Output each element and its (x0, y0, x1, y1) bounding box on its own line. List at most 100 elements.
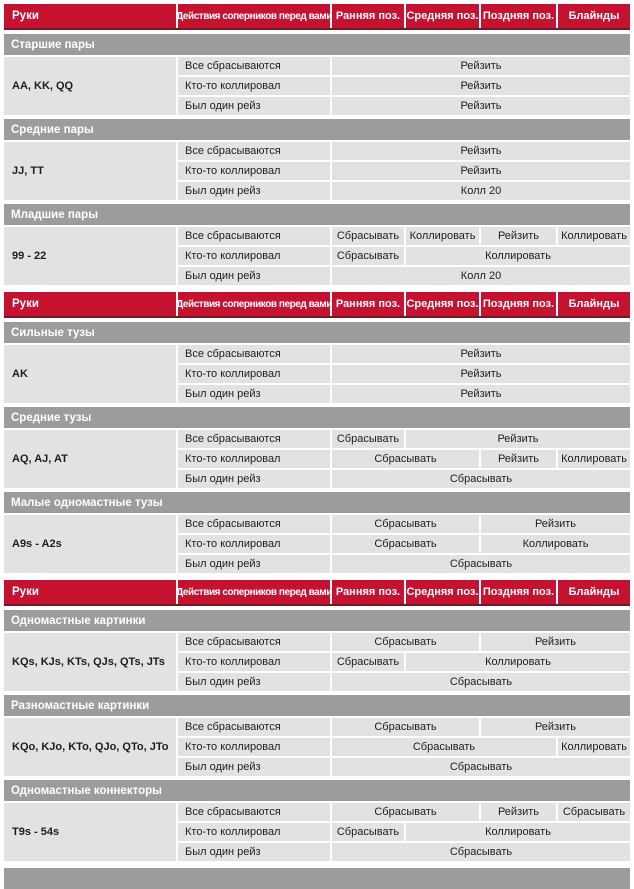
column-header-3: Ранняя поз. (332, 292, 404, 316)
recommended-action-cell: Рейзить (481, 227, 556, 245)
column-header-4: Средняя поз. (406, 292, 479, 316)
range-table-1: Руки Действия соперников перед вами Ранняя… (4, 4, 630, 285)
opponent-action-cell: Был один рейз (178, 385, 330, 403)
recommended-action-cell: Сбрасывать (332, 673, 630, 691)
opponent-action-cell: Был один рейз (178, 97, 330, 115)
column-header-row: Руки Действия соперников перед вами Ранняя… (4, 292, 630, 318)
opponent-action-cell: Был один рейз (178, 843, 330, 861)
column-header-6: Блайнды (558, 292, 630, 316)
recommended-action-cell: Рейзить (481, 633, 630, 651)
section-header: Разномастные картинки (4, 695, 630, 716)
section-body: AA, KK, QQ Все сбрасываются Рейзить Кто-то … (4, 57, 630, 115)
recommended-action-cell: Сбрасывать (332, 653, 404, 671)
section-body: 99 - 22 Все сбрасываются Сбрасывать Коллиро… (4, 227, 630, 285)
opponent-action-cell: Все сбрасываются (178, 142, 330, 160)
opponent-action-cell: Кто-то коллировал (178, 247, 330, 265)
recommended-action-cell: Рейзить (481, 718, 630, 736)
recommended-action-cell: Коллировать (406, 823, 630, 841)
column-header-1: Руки (4, 580, 176, 604)
recommended-action-cell: Коллировать (481, 535, 630, 553)
opponent-action-cell: Был один рейз (178, 470, 330, 488)
recommended-action-cell: Коллировать (406, 227, 479, 245)
opponent-action-cell: Кто-то коллировал (178, 365, 330, 383)
recommended-action-cell: Коллировать (406, 247, 630, 265)
section-header: Малые одномастные тузы (4, 492, 630, 513)
opponent-action-cell: Кто-то коллировал (178, 535, 330, 553)
recommended-action-cell: Колл 20 (332, 267, 630, 285)
opponent-action-cell: Был один рейз (178, 182, 330, 200)
opponent-action-cell: Кто-то коллировал (178, 823, 330, 841)
hand-group-label: T9s - 54s (4, 803, 176, 861)
section-header: Одномастные картинки (4, 610, 630, 631)
column-header-1: Руки (4, 292, 176, 316)
recommended-action-cell: Сбрасывать (332, 633, 479, 651)
recommended-action-cell: Коллировать (558, 227, 630, 245)
column-header-5: Поздняя поз. (481, 4, 556, 28)
recommended-action-cell: Сбрасывать (332, 823, 404, 841)
recommended-action-cell: Сбрасывать (332, 803, 479, 821)
recommended-action-cell: Сбрасывать (558, 803, 630, 821)
cutoff-section-header (4, 868, 630, 889)
column-header-row: Руки Действия соперников перед вами Ранняя… (4, 4, 630, 30)
recommended-action-cell: Рейзить (406, 430, 630, 448)
recommended-action-cell: Сбрасывать (332, 470, 630, 488)
section-body: A9s - A2s Все сбрасываются Сбрасывать Рейзи… (4, 515, 630, 573)
recommended-action-cell: Сбрасывать (332, 515, 479, 533)
opponent-action-cell: Кто-то коллировал (178, 738, 330, 756)
section-body: JJ, TT Все сбрасываются Рейзить Кто-то колл… (4, 142, 630, 200)
section-body: KQo, KJo, KTo, QJo, QTo, JTo Все сбрасыва… (4, 718, 630, 776)
recommended-action-cell: Рейзить (332, 345, 630, 363)
opponent-action-cell: Был один рейз (178, 267, 330, 285)
opponent-action-cell: Все сбрасываются (178, 227, 330, 245)
hand-group-label: JJ, TT (4, 142, 176, 200)
opponent-action-cell: Был один рейз (178, 555, 330, 573)
recommended-action-cell: Сбрасывать (332, 738, 556, 756)
opponent-action-cell: Все сбрасываются (178, 345, 330, 363)
recommended-action-cell: Рейзить (481, 515, 630, 533)
range-table-3: Руки Действия соперников перед вами Ранняя… (4, 580, 630, 861)
opponent-action-cell: Все сбрасываются (178, 57, 330, 75)
opponent-action-cell: Кто-то коллировал (178, 77, 330, 95)
opponent-action-cell: Был один рейз (178, 758, 330, 776)
hand-group-label: KQo, KJo, KTo, QJo, QTo, JTo (4, 718, 176, 776)
recommended-action-cell: Сбрасывать (332, 843, 630, 861)
opponent-action-cell: Кто-то коллировал (178, 653, 330, 671)
opponent-action-cell: Все сбрасываются (178, 803, 330, 821)
recommended-action-cell: Рейзить (332, 385, 630, 403)
column-header-2: Действия соперников перед вами (178, 4, 330, 28)
recommended-action-cell: Коллировать (558, 450, 630, 468)
recommended-action-cell: Сбрасывать (332, 430, 404, 448)
opponent-action-cell: Кто-то коллировал (178, 162, 330, 180)
hand-group-label: AA, KK, QQ (4, 57, 176, 115)
recommended-action-cell: Рейзить (332, 365, 630, 383)
section-header: Средние тузы (4, 407, 630, 428)
opponent-action-cell: Все сбрасываются (178, 718, 330, 736)
column-header-1: Руки (4, 4, 176, 28)
section-body: KQs, KJs, KTs, QJs, QTs, JTs Все сбрасыва… (4, 633, 630, 691)
hand-group-label: KQs, KJs, KTs, QJs, QTs, JTs (4, 633, 176, 691)
recommended-action-cell: Рейзить (332, 142, 630, 160)
column-header-2: Действия соперников перед вами (178, 292, 330, 316)
opponent-action-cell: Все сбрасываются (178, 633, 330, 651)
recommended-action-cell: Сбрасывать (332, 718, 479, 736)
hand-group-label: A9s - A2s (4, 515, 176, 573)
column-header-5: Поздняя поз. (481, 580, 556, 604)
recommended-action-cell: Рейзить (332, 97, 630, 115)
opponent-action-cell: Был один рейз (178, 673, 330, 691)
hand-group-label: 99 - 22 (4, 227, 176, 285)
section-header: Средние пары (4, 119, 630, 140)
opponent-action-cell: Все сбрасываются (178, 430, 330, 448)
recommended-action-cell: Рейзить (481, 803, 556, 821)
opponent-action-cell: Все сбрасываются (178, 515, 330, 533)
range-table-2: Руки Действия соперников перед вами Ранняя… (4, 292, 630, 573)
hand-group-label: AQ, AJ, AT (4, 430, 176, 488)
column-header-3: Ранняя поз. (332, 580, 404, 604)
column-header-row: Руки Действия соперников перед вами Ранняя… (4, 580, 630, 606)
recommended-action-cell: Сбрасывать (332, 247, 404, 265)
recommended-action-cell: Сбрасывать (332, 227, 404, 245)
column-header-2: Действия соперников перед вами (178, 580, 330, 604)
column-header-5: Поздняя поз. (481, 292, 556, 316)
recommended-action-cell: Рейзить (332, 77, 630, 95)
column-header-6: Блайнды (558, 4, 630, 28)
